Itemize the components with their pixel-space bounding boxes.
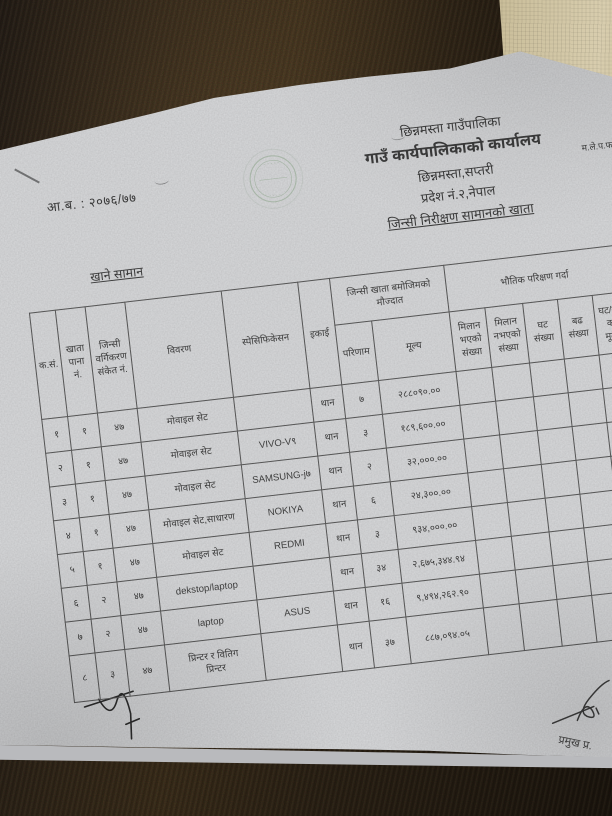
svg-text:- - - - -: - - - - - bbox=[263, 160, 279, 168]
svg-text:- - - -: - - - - bbox=[269, 192, 281, 199]
svg-text:प्रमुख प्र.: प्रमुख प्र. bbox=[557, 734, 593, 753]
